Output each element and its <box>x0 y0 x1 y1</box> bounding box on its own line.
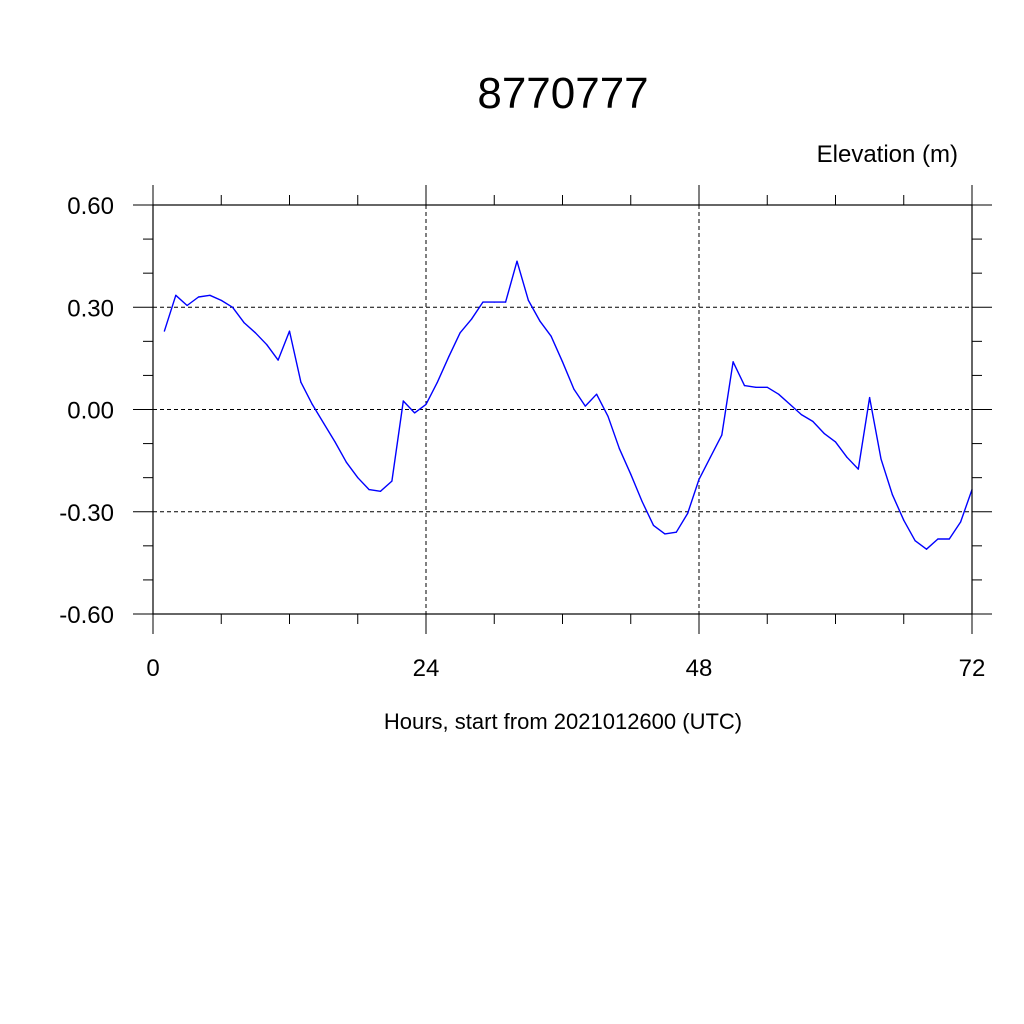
data-point <box>755 386 757 388</box>
data-point <box>516 260 518 262</box>
data-point <box>687 512 689 515</box>
data-point <box>209 294 211 296</box>
data-point <box>903 519 905 521</box>
data-point <box>891 494 893 496</box>
data-point <box>402 400 404 402</box>
y-tick-labels: 0.60 0.30 0.00 -0.30 -0.60 <box>59 193 114 629</box>
x-tick-label-3: 72 <box>959 655 986 682</box>
data-point <box>357 477 359 479</box>
data-point <box>869 396 871 399</box>
data-point <box>243 321 245 324</box>
data-point <box>812 420 814 423</box>
data-point <box>368 488 370 491</box>
data-point <box>254 332 256 334</box>
y-axis-label: Elevation (m) <box>817 141 958 168</box>
data-point <box>470 318 473 320</box>
x-tick-label-1: 24 <box>413 655 440 682</box>
data-point <box>834 441 837 443</box>
data-point <box>379 490 382 492</box>
data-point <box>436 381 438 383</box>
y-tick-label-2: 0.00 <box>67 398 114 425</box>
data-point <box>766 386 768 388</box>
data-point <box>482 301 484 303</box>
data-point <box>630 473 632 475</box>
data-point <box>960 521 962 523</box>
data-point <box>448 356 450 358</box>
series-group <box>163 260 973 550</box>
data-point <box>425 403 427 405</box>
data-point <box>561 361 564 363</box>
x-tick-labels: 0 24 48 72 <box>146 655 985 682</box>
data-point <box>778 393 780 395</box>
data-point <box>391 480 393 482</box>
grid-lines <box>152 204 973 615</box>
chart-title: 8770777 <box>477 69 648 118</box>
data-point <box>186 304 188 307</box>
data-point <box>266 344 268 346</box>
data-point <box>732 361 734 363</box>
x-axis-label: Hours, start from 2021012600 (UTC) <box>384 709 742 734</box>
data-point <box>197 296 200 298</box>
y-tick-label-4: -0.60 <box>59 602 114 629</box>
data-point <box>721 434 723 436</box>
data-point <box>334 441 336 443</box>
x-tick-label-2: 48 <box>686 655 713 682</box>
data-point <box>664 533 666 535</box>
data-point <box>163 330 165 332</box>
data-point <box>459 332 461 334</box>
data-point <box>175 294 177 296</box>
data-point <box>573 388 575 390</box>
data-point <box>641 500 643 503</box>
data-point <box>584 405 586 407</box>
data-point <box>789 403 791 405</box>
data-point <box>596 393 598 395</box>
data-point <box>709 456 711 458</box>
data-point <box>277 359 279 361</box>
data-point <box>288 330 291 332</box>
data-point <box>857 468 859 470</box>
data-point <box>948 538 950 540</box>
data-point <box>300 381 302 383</box>
y-tick-label-1: 0.30 <box>67 295 114 322</box>
data-point <box>937 538 939 540</box>
y-tick-label-0: 0.60 <box>67 193 114 220</box>
data-point <box>846 456 848 458</box>
data-point <box>743 385 746 387</box>
x-tick-label-0: 0 <box>146 655 159 682</box>
data-point <box>618 448 620 450</box>
axis-ticks <box>133 185 992 634</box>
data-point <box>414 412 416 414</box>
data-point <box>550 335 552 337</box>
data-point <box>527 299 529 302</box>
data-point <box>311 403 313 405</box>
data-point <box>652 524 655 526</box>
data-point <box>220 299 222 302</box>
plot-border <box>152 204 973 615</box>
data-point <box>880 458 882 460</box>
data-point <box>914 540 916 542</box>
data-point <box>539 320 541 322</box>
data-point <box>323 422 325 424</box>
data-point <box>823 432 825 434</box>
plot-frame <box>152 204 973 615</box>
data-point <box>232 306 234 308</box>
data-point <box>493 301 495 303</box>
data-point <box>675 531 677 533</box>
series-line-0 <box>163 260 973 550</box>
data-point <box>698 478 700 480</box>
data-point <box>800 414 802 416</box>
data-point <box>505 301 507 303</box>
y-tick-label-3: -0.30 <box>59 500 114 527</box>
data-point <box>607 415 609 417</box>
data-point <box>345 461 347 463</box>
data-point <box>925 548 928 550</box>
